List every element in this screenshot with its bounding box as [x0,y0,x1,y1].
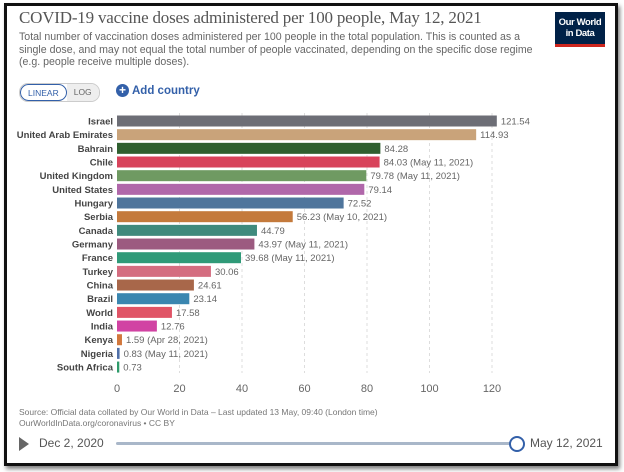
add-country-button[interactable]: + Add country [116,84,200,97]
category-label: China [87,281,114,292]
category-label: Chile [90,158,113,169]
category-label: Nigeria [81,349,114,360]
add-country-label: Add country [132,84,200,97]
category-label: Canada [79,226,114,237]
category-label: Kenya [84,335,113,346]
bar [117,197,344,209]
timeline-track[interactable] [116,442,516,445]
bar [117,320,157,332]
value-label: 30.06 [215,267,239,278]
value-label: 121.54 [501,117,530,128]
value-label: 72.52 [348,199,372,210]
category-label: Bahrain [78,144,114,155]
bar [117,279,194,291]
category-label: United Kingdom [40,171,113,182]
category-label: France [82,253,113,264]
value-label: 0.83 (May 11, 2021) [124,349,208,360]
bar [117,265,211,277]
timeline-handle[interactable] [509,436,525,452]
play-icon[interactable] [19,437,29,451]
bar [117,347,120,359]
x-tick-label: 40 [236,383,248,395]
category-label: Brazil [87,294,113,305]
bar [117,334,122,346]
category-label: Serbia [84,212,114,223]
category-label: Germany [72,240,114,251]
category-label: United Arab Emirates [17,130,113,141]
bar [117,361,120,373]
bar [117,156,380,168]
timeline-end-date: May 12, 2021 [530,436,603,450]
scale-toggle[interactable]: LINEAR LOG [19,83,100,102]
source-text: Source: Official data collated by Our Wo… [19,407,378,417]
bar [117,211,293,223]
category-label: Israel [88,117,113,128]
value-label: 24.61 [198,281,222,292]
x-tick-label: 60 [298,383,310,395]
value-label: 0.73 [123,363,142,374]
value-label: 44.79 [261,226,285,237]
chart-title: COVID-19 vaccine doses administered per … [19,8,482,27]
x-tick-label: 120 [483,383,501,395]
bar-chart: 0 20 40 60 80 100 120 Israel 121.54 United Arab E… [17,113,530,395]
bar [117,170,367,182]
value-label: 79.14 [368,185,392,196]
bar [117,306,172,318]
bar [117,293,190,305]
x-tick-label: 100 [420,383,438,395]
bar [117,129,477,141]
value-label: 12.76 [161,322,185,333]
category-label: South Africa [57,363,114,374]
plus-icon: + [116,84,129,97]
x-tick-label: 80 [361,383,373,395]
bar [117,238,255,250]
bar [117,115,497,127]
linear-button[interactable]: LINEAR [20,84,67,101]
timeline: Dec 2, 2020 May 12, 2021 [19,436,609,452]
value-label: 39.68 (May 11, 2021) [245,253,335,264]
value-label: 1.59 (Apr 28, 2021) [126,335,208,346]
category-label: Turkey [83,267,114,278]
category-label: World [86,308,113,319]
chart-subtitle: Total number of vaccination doses admini… [19,31,533,69]
source-note: Source: Official data collated by Our Wo… [19,407,378,429]
value-label: 56.23 (May 10, 2021) [297,212,387,223]
value-label: 79.78 (May 11, 2021) [370,171,460,182]
value-label: 23.14 [193,294,217,305]
timeline-start-date: Dec 2, 2020 [39,436,104,450]
bar [117,183,365,195]
bar [117,224,257,236]
value-label: 17.58 [176,308,200,319]
source-link[interactable]: OurWorldInData.org/coronavirus • CC BY [19,418,175,428]
value-label: 84.28 [384,144,408,155]
log-button[interactable]: LOG [66,84,99,101]
category-label: Hungary [74,199,113,210]
chart-frame [4,3,618,466]
x-tick-label: 0 [114,383,120,395]
category-label: India [91,322,114,333]
value-label: 84.03 (May 11, 2021) [384,158,474,169]
value-label: 43.97 (May 11, 2021) [258,240,348,251]
bar [117,142,381,154]
x-tick-label: 20 [173,383,185,395]
owid-logo[interactable]: Our World in Data [555,12,605,47]
bar [117,252,241,264]
value-label: 114.93 [480,130,508,141]
category-label: United States [52,185,113,196]
